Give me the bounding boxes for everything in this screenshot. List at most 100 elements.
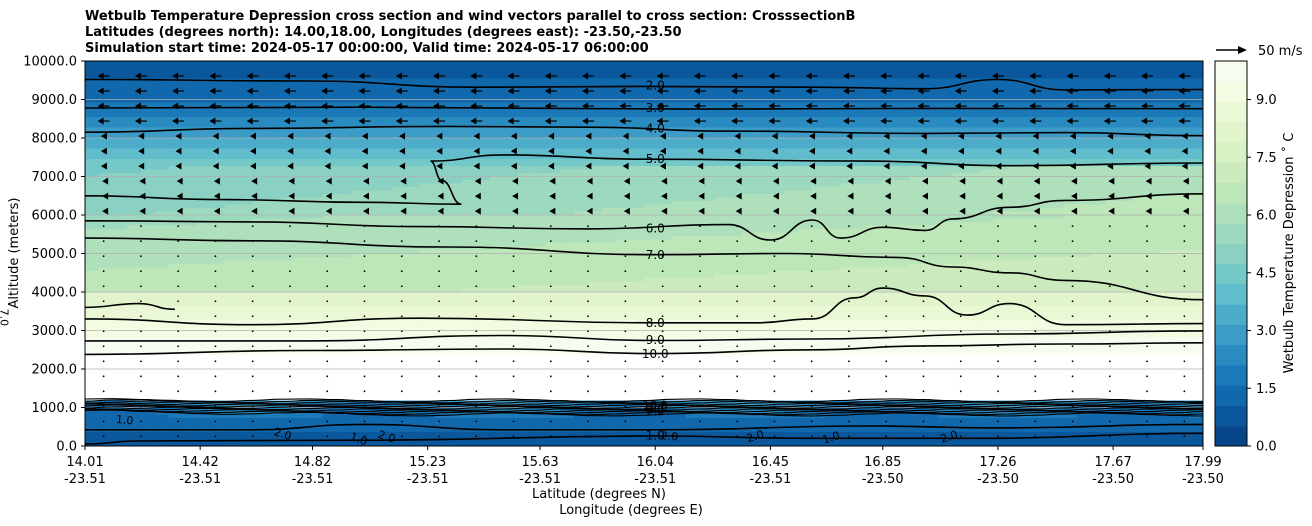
field-cell (532, 67, 547, 72)
field-cell (588, 441, 603, 446)
field-cell (168, 256, 184, 261)
field-cell (154, 273, 170, 278)
field-cell (644, 242, 659, 247)
field-cell (699, 224, 715, 229)
field-cell (504, 424, 519, 429)
field-cell (252, 315, 268, 320)
field-cell (546, 140, 561, 145)
field-cell (476, 158, 491, 163)
field-cell (448, 399, 463, 404)
field-cell (224, 357, 240, 362)
field-cell (364, 270, 380, 275)
field-cell (476, 438, 491, 443)
field-cell (462, 221, 477, 226)
field-cell (546, 217, 561, 222)
field-cell (182, 249, 198, 254)
field-cell (126, 378, 142, 383)
field-cell (308, 343, 324, 348)
field-cell (126, 130, 142, 135)
field-cell (546, 385, 561, 390)
field-cell (699, 315, 715, 320)
field-cell (671, 140, 687, 145)
field-cell (448, 151, 463, 156)
field-cell (266, 123, 282, 128)
field-cell (140, 238, 156, 243)
field-cell (168, 186, 184, 191)
field-cell (657, 406, 673, 411)
field-cell (392, 270, 408, 275)
field-cell (490, 308, 505, 313)
field-cell (490, 235, 505, 240)
field-cell (350, 112, 366, 117)
field-cell (210, 431, 226, 436)
field-cell (699, 354, 715, 359)
field-cell (406, 168, 421, 173)
field-cell (434, 287, 449, 292)
field-cell (448, 329, 463, 334)
field-cell (588, 88, 603, 93)
field-cell (574, 343, 589, 348)
field-cell (699, 340, 715, 345)
field-cell (588, 389, 603, 394)
field-cell (574, 179, 589, 184)
field-cell (168, 140, 184, 145)
field-cell (392, 326, 408, 331)
field-cell (98, 81, 114, 86)
field-cell (685, 385, 701, 390)
field-cell (685, 392, 701, 397)
field-cell (322, 326, 338, 331)
field-cell (392, 67, 408, 72)
field-cell (98, 371, 114, 376)
field-cell (462, 165, 477, 170)
field-cell (266, 175, 282, 180)
field-cell (378, 179, 394, 184)
field-cell (112, 378, 128, 383)
field-cell (518, 81, 533, 86)
field-cell (168, 63, 184, 68)
field-cell (336, 102, 352, 107)
field-cell (420, 259, 435, 264)
field-cell (280, 319, 296, 324)
field-cell (112, 361, 128, 366)
field-cell (616, 280, 631, 285)
field-cell (616, 126, 631, 131)
field-cell (546, 420, 561, 425)
field-cell (238, 263, 254, 268)
field-cell (322, 273, 338, 278)
field-cell (182, 417, 198, 422)
field-cell (168, 112, 184, 117)
field-cell (308, 273, 324, 278)
field-cell (699, 413, 715, 418)
field-cell (490, 284, 505, 289)
field-cell (434, 245, 449, 250)
field-cell (560, 175, 575, 180)
field-cell (210, 364, 226, 369)
field-cell (140, 119, 156, 124)
field-cell (504, 207, 519, 212)
field-cell (504, 151, 519, 156)
field-cell (140, 165, 156, 170)
field-cell (588, 224, 603, 229)
field-cell (392, 196, 408, 201)
field-cell (308, 182, 324, 187)
field-cell (98, 186, 114, 191)
field-cell (98, 413, 114, 418)
field-cell (336, 109, 352, 114)
field-cell (336, 112, 352, 117)
field-cell (210, 301, 226, 306)
field-cell (364, 305, 380, 310)
field-cell (644, 389, 659, 394)
field-cell (560, 245, 575, 250)
field-cell (378, 74, 394, 79)
field-cell (616, 161, 631, 166)
field-cell (336, 291, 352, 296)
field-cell (713, 375, 729, 380)
field-cell (713, 427, 729, 432)
field-cell (112, 340, 128, 345)
field-cell (406, 214, 421, 219)
field-cell (378, 361, 394, 366)
field-cell (85, 242, 100, 247)
field-cell (224, 165, 240, 170)
field-cell (126, 382, 142, 387)
field-cell (378, 350, 394, 355)
